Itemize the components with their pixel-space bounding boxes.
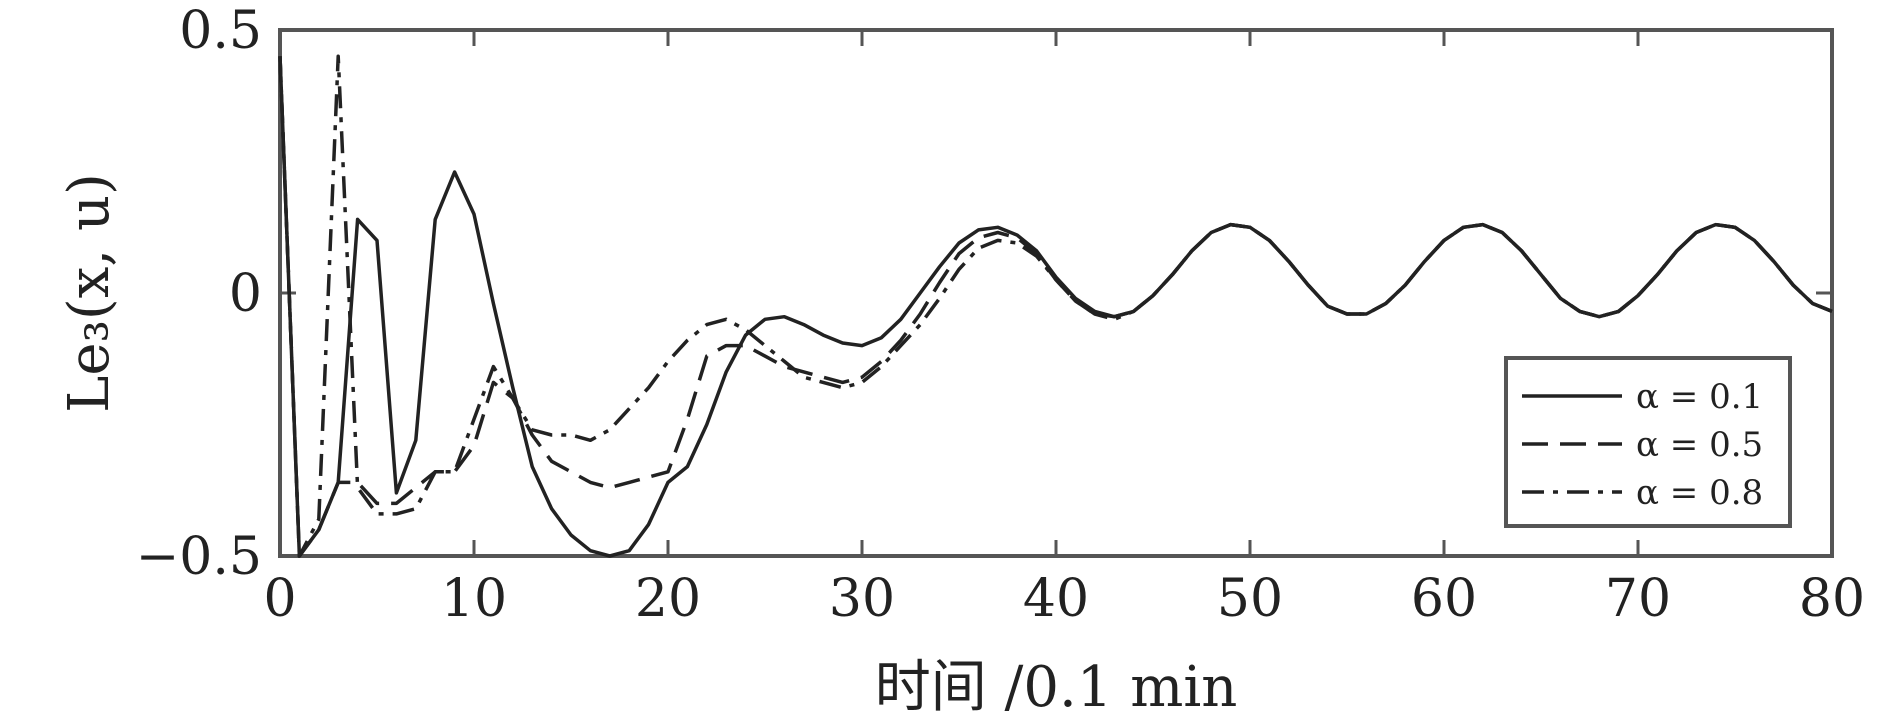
series-lines <box>278 54 1833 558</box>
x-tick-label: 0 <box>263 569 296 629</box>
legend-label: α = 0.1 <box>1636 377 1763 417</box>
x-tick-label: 60 <box>1411 569 1477 629</box>
legend-label: α = 0.5 <box>1636 425 1763 465</box>
legend-box <box>1504 356 1792 528</box>
legend-label: α = 0.8 <box>1636 473 1763 513</box>
series-line-3 <box>278 54 1833 558</box>
x-tick-label: 40 <box>1023 569 1089 629</box>
legend: α = 0.1 α = 0.5 α = 0.8 <box>1504 356 1792 528</box>
x-tick-label: 30 <box>829 569 895 629</box>
y-tick-label: −0.5 <box>136 527 262 587</box>
x-tick-label: 50 <box>1217 569 1283 629</box>
x-tick-label: 70 <box>1605 569 1671 629</box>
y-tick-label: 0.5 <box>179 1 262 61</box>
tick-labels: 0 10 20 30 40 50 60 70 80−0.500.5 <box>136 1 1865 629</box>
x-tick-label: 10 <box>441 569 507 629</box>
y-axis-label: Le₃(x, u) <box>57 173 122 413</box>
x-axis-label: 时间 /0.1 min <box>875 655 1238 720</box>
x-tick-label: 20 <box>635 569 701 629</box>
y-tick-label: 0 <box>229 264 262 324</box>
x-tick-label: 80 <box>1799 569 1865 629</box>
